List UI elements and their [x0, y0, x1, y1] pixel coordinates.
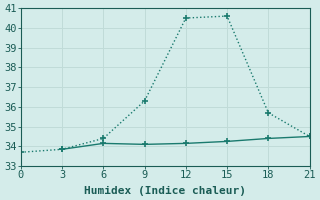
- X-axis label: Humidex (Indice chaleur): Humidex (Indice chaleur): [84, 186, 246, 196]
